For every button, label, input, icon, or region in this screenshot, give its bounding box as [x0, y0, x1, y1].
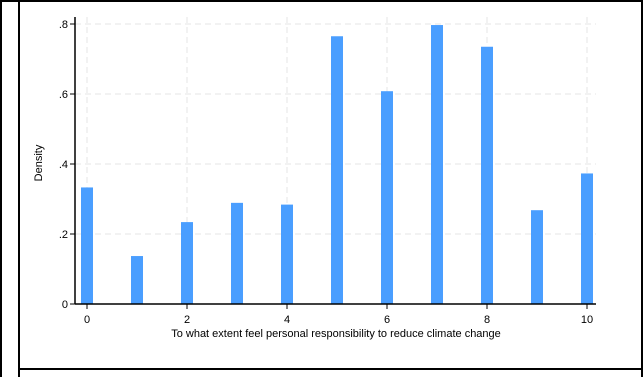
x-tick-label: 10: [581, 314, 593, 326]
x-tick-label: 8: [484, 314, 490, 326]
axes: 0 .2 .4 .6 .8 0 2 4 6 8 10: [59, 17, 596, 326]
x-tick-label: 2: [184, 314, 190, 326]
bars: [81, 25, 593, 305]
bar: [181, 222, 193, 304]
y-tick-label: .4: [59, 159, 68, 171]
bar: [281, 204, 293, 304]
bar: [431, 25, 443, 305]
bar: [231, 202, 243, 304]
bar: [81, 187, 93, 304]
y-axis-title: Density: [33, 144, 45, 181]
bar: [331, 36, 343, 304]
x-tick-label: 0: [84, 314, 90, 326]
x-tick-label: 4: [284, 314, 290, 326]
y-tick-label: .6: [59, 89, 68, 101]
y-tick-label: .2: [59, 229, 68, 241]
bar: [531, 210, 543, 304]
bar: [581, 173, 593, 304]
y-tick-label: 0: [62, 299, 68, 311]
bar: [481, 46, 493, 304]
y-tick-label: .8: [59, 19, 68, 31]
x-axis-title: To what extent feel personal responsibil…: [171, 328, 501, 340]
x-tick-label: 6: [384, 314, 390, 326]
bar: [131, 256, 143, 304]
bar: [381, 91, 393, 304]
